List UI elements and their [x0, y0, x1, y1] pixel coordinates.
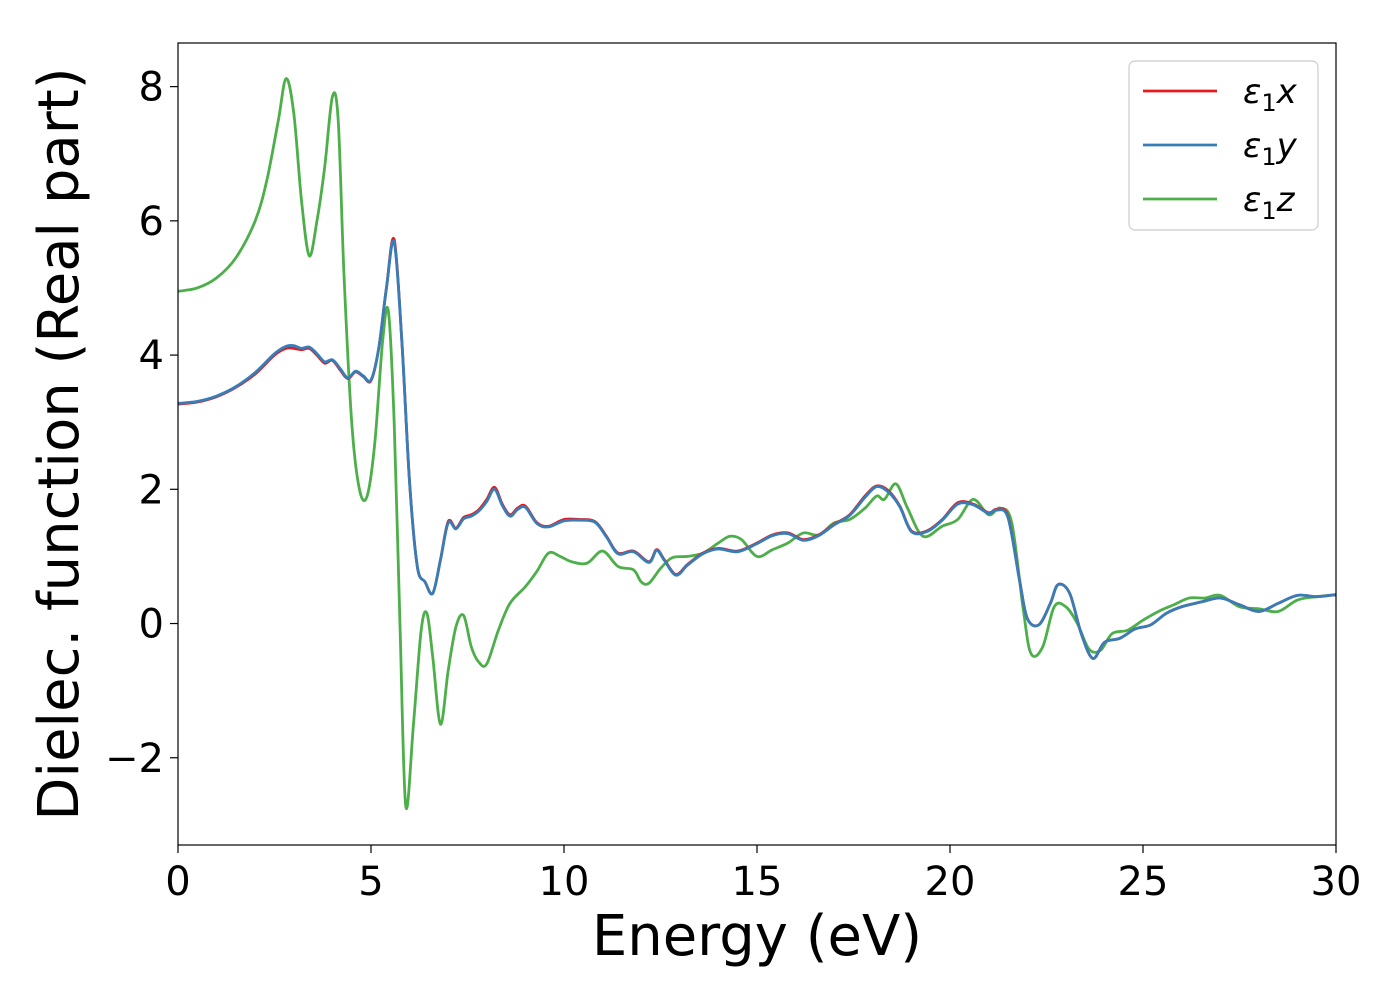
legend-label-y: ε1y	[1243, 126, 1298, 171]
y-axis-label: Dielec. function (Real part)	[27, 67, 92, 820]
y-tick-label: 6	[139, 199, 164, 245]
x-tick-label: 30	[1311, 859, 1362, 905]
x-tick-label: 25	[1118, 859, 1169, 905]
x-tick-label: 10	[539, 859, 590, 905]
x-tick-label: 20	[925, 859, 976, 905]
series-layer	[178, 77, 1336, 811]
x-tick-label: 15	[732, 859, 783, 905]
series-line-x	[178, 236, 1336, 660]
y-tick-label: 8	[139, 65, 164, 111]
legend-label-x: ε1x	[1243, 72, 1298, 117]
series-line-y	[178, 239, 1336, 660]
y-tick-label: 2	[139, 467, 164, 513]
legend-box	[1128, 60, 1319, 231]
legend: ε1x ε1y ε1z	[1128, 60, 1319, 231]
series-line-z	[178, 77, 1336, 811]
y-tick-label: −2	[105, 736, 164, 782]
y-tick-label: 0	[139, 602, 164, 648]
x-axis-label: Energy (eV)	[592, 904, 922, 969]
x-tick-label: 0	[165, 859, 190, 905]
y-tick-label: 4	[139, 333, 164, 379]
x-tick-label: 5	[358, 859, 383, 905]
ticks-layer: 0 5 10 15 20 25 30 −2 0 2 4 6 8	[105, 65, 1361, 905]
legend-label-z: ε1z	[1243, 180, 1296, 225]
